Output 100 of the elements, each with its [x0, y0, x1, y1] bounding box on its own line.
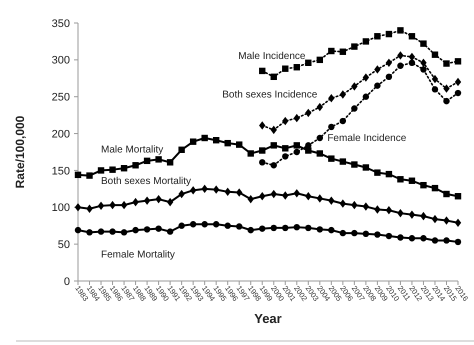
point [248, 226, 254, 234]
point [86, 172, 93, 179]
point [432, 86, 438, 93]
point [74, 172, 82, 178]
point [132, 198, 139, 206]
point [340, 158, 346, 165]
point [386, 206, 392, 214]
point [109, 166, 116, 173]
point [454, 218, 462, 227]
point [98, 202, 104, 210]
point [328, 196, 335, 205]
point [362, 230, 370, 238]
point [282, 191, 288, 200]
point [86, 229, 93, 236]
point [144, 226, 150, 233]
point [397, 208, 404, 218]
point [362, 73, 370, 82]
point [351, 230, 358, 236]
point [98, 167, 104, 174]
point [432, 214, 438, 224]
series-label: Female Incidence [327, 132, 407, 144]
point [316, 226, 324, 233]
point [178, 190, 185, 198]
point [386, 170, 392, 178]
point [374, 82, 381, 89]
point [190, 138, 196, 145]
point [397, 176, 404, 182]
point [340, 199, 346, 208]
point [432, 184, 438, 192]
y-tick-label: 200 [52, 128, 70, 140]
point [386, 74, 392, 80]
point [408, 33, 416, 40]
point [351, 82, 358, 91]
point [340, 118, 346, 124]
point [374, 169, 381, 176]
point [294, 189, 300, 198]
y-tick-label: 0 [64, 276, 70, 288]
point [259, 225, 266, 232]
point [144, 158, 150, 164]
series-label: Male Incidence [238, 50, 306, 62]
point [397, 62, 404, 69]
point [236, 188, 242, 197]
point [362, 164, 370, 171]
point [224, 140, 231, 146]
point [132, 162, 139, 168]
point [362, 202, 370, 211]
point [282, 153, 288, 160]
point [328, 94, 335, 102]
point [259, 159, 266, 166]
point [397, 234, 404, 241]
point [328, 155, 335, 162]
point [224, 188, 231, 196]
point [374, 205, 381, 214]
point [98, 228, 104, 235]
point [212, 137, 220, 144]
point [282, 145, 288, 152]
point [408, 60, 416, 66]
point [224, 222, 231, 229]
point [443, 237, 450, 244]
point [120, 165, 128, 172]
point [248, 194, 254, 204]
point [374, 65, 381, 74]
series-label: Female Mortality [101, 250, 175, 261]
point [120, 200, 128, 210]
point [294, 114, 300, 122]
point [316, 194, 324, 203]
point [282, 116, 288, 126]
point [109, 228, 116, 235]
point [305, 224, 312, 232]
point [443, 98, 450, 104]
point [408, 235, 416, 242]
point [212, 185, 220, 194]
point [270, 126, 277, 134]
point [328, 124, 335, 130]
point [386, 30, 392, 38]
point [362, 94, 370, 100]
y-tick-label: 300 [52, 54, 70, 67]
y-tick-label: 50 [58, 238, 70, 251]
point [178, 222, 185, 229]
point [155, 225, 162, 232]
point [351, 105, 358, 112]
point [351, 200, 358, 210]
point [420, 58, 427, 68]
point [316, 56, 324, 64]
series-label: Both sexes Mortality [101, 176, 192, 187]
point [351, 161, 358, 168]
point [316, 102, 324, 112]
point [374, 231, 381, 238]
point [109, 200, 116, 210]
x-axis-title: Year [254, 311, 282, 326]
point [270, 74, 277, 80]
point [190, 186, 196, 195]
point [270, 224, 277, 232]
series-label: Both sexes Incidence [222, 89, 318, 100]
point [432, 74, 438, 84]
point [386, 232, 392, 240]
point [270, 142, 277, 149]
point [316, 134, 324, 142]
point [270, 162, 277, 168]
point [259, 192, 266, 200]
